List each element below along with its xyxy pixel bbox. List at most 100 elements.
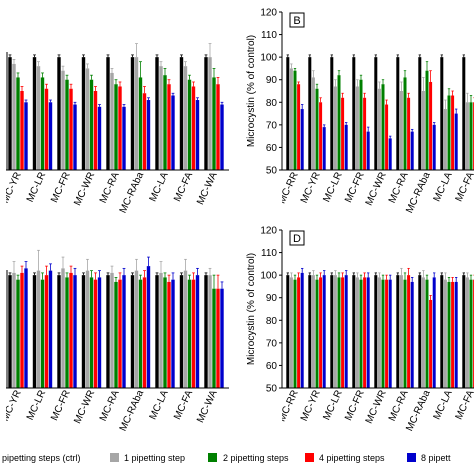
bar xyxy=(421,277,425,388)
bar xyxy=(65,277,69,388)
bar xyxy=(24,102,28,170)
bar xyxy=(8,57,12,171)
bar xyxy=(159,66,163,170)
bar xyxy=(289,68,293,170)
bar xyxy=(443,109,447,170)
category-label: MC-FA xyxy=(454,170,474,203)
y-tick-label: 100 xyxy=(260,53,277,64)
bar xyxy=(311,77,315,170)
bar xyxy=(138,279,143,388)
bar xyxy=(118,279,122,388)
bar xyxy=(359,79,363,170)
bar xyxy=(204,275,208,388)
bar xyxy=(396,275,400,388)
bar xyxy=(187,279,192,388)
category-label: MC-FA xyxy=(172,170,195,203)
bar xyxy=(297,277,301,388)
bar xyxy=(110,272,114,388)
category-label: MC-RR xyxy=(277,389,301,424)
bar xyxy=(155,57,159,171)
panel-label-box xyxy=(289,230,305,246)
bar xyxy=(20,272,24,388)
bar xyxy=(179,57,184,171)
bar xyxy=(440,57,444,171)
bar xyxy=(12,272,16,388)
bar xyxy=(44,88,49,170)
bar xyxy=(89,79,94,170)
bar xyxy=(451,281,455,388)
category-label: MC-FR xyxy=(343,389,367,423)
bar xyxy=(465,277,469,388)
bar xyxy=(344,124,348,170)
bar xyxy=(216,288,220,388)
bar xyxy=(429,299,433,388)
bar xyxy=(130,275,135,388)
bar xyxy=(355,86,359,170)
bar xyxy=(330,57,334,171)
panel-label: D xyxy=(293,233,301,245)
bar xyxy=(359,279,363,388)
legend-swatch xyxy=(110,453,119,462)
bar xyxy=(44,275,49,388)
bar xyxy=(432,124,436,170)
bar xyxy=(308,57,312,171)
bar xyxy=(106,57,110,171)
bar xyxy=(142,277,147,388)
category-label: MC-YR xyxy=(0,171,24,205)
bar xyxy=(407,275,411,388)
bar xyxy=(61,70,65,170)
bar xyxy=(159,272,163,388)
panel-label-box xyxy=(289,12,305,28)
bar xyxy=(469,102,473,170)
bar xyxy=(220,104,224,170)
bar xyxy=(374,275,378,388)
bar xyxy=(20,91,24,170)
panel-b: MC-RRMC-YRMC-LRMC-FRMC-WRMC-RAMC-RAbaMC-… xyxy=(246,8,474,215)
bar xyxy=(374,57,378,171)
bar xyxy=(447,281,451,388)
bar xyxy=(385,279,389,388)
bar xyxy=(396,57,400,171)
bar xyxy=(381,84,385,170)
bar xyxy=(191,279,196,388)
bar xyxy=(16,77,20,170)
bar xyxy=(403,279,407,388)
bar xyxy=(171,95,175,170)
category-label: MC-FA xyxy=(454,388,474,421)
bar xyxy=(114,281,118,388)
y-tick-label: 110 xyxy=(261,30,277,41)
bar xyxy=(65,79,69,170)
bar xyxy=(195,100,200,170)
legend-item: 8 pipett xyxy=(407,453,451,463)
category-label: MC-FR xyxy=(49,389,73,423)
bar xyxy=(183,270,188,388)
bar xyxy=(118,86,122,170)
y-tick-label: 50 xyxy=(266,166,278,177)
bar xyxy=(337,277,341,388)
bar xyxy=(208,275,212,388)
y-tick-label: 80 xyxy=(266,98,278,109)
bar xyxy=(286,57,290,171)
bar xyxy=(315,88,319,170)
bar xyxy=(341,277,345,388)
category-label: MC-LR xyxy=(321,171,344,204)
bar xyxy=(138,77,143,170)
category-label: MC-RAba xyxy=(118,388,147,433)
bar xyxy=(410,281,414,388)
category-label: MC-LA xyxy=(148,388,171,421)
bar xyxy=(130,57,135,171)
bar xyxy=(142,93,147,170)
bar xyxy=(355,277,359,388)
bar xyxy=(191,86,196,170)
bar xyxy=(114,84,118,170)
bar xyxy=(220,288,224,388)
bar xyxy=(110,72,114,170)
bar xyxy=(85,270,90,388)
bar xyxy=(24,268,28,388)
bar xyxy=(366,277,370,388)
bar xyxy=(311,275,315,388)
y-tick-label: 120 xyxy=(260,8,277,19)
y-axis-label: Microcystin (% of control) xyxy=(246,35,257,147)
bar xyxy=(16,279,20,388)
bar xyxy=(297,84,301,170)
